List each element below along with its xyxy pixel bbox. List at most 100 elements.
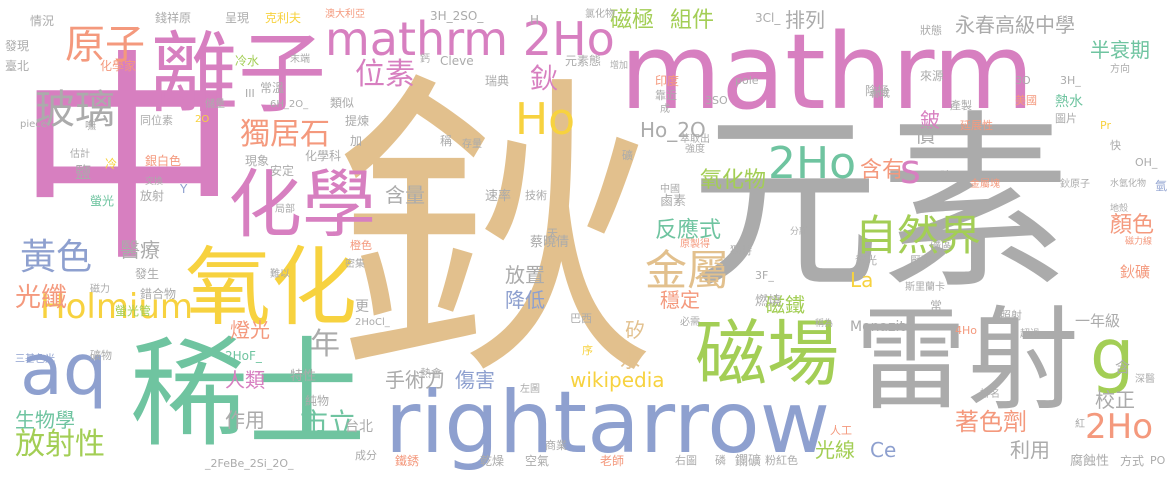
word: 半衰期 <box>1090 38 1150 62</box>
word: 6H_2O_ <box>270 99 309 110</box>
word: 產製 <box>950 99 972 112</box>
word: 稀土 <box>130 325 367 463</box>
word: 成 <box>660 104 670 115</box>
word: PO <box>1150 454 1166 467</box>
word: 傷害 <box>455 368 495 392</box>
word: 發現 <box>5 39 30 53</box>
word: 超過 <box>1020 329 1040 340</box>
word: mathrm <box>620 11 1034 133</box>
word: Holmium <box>40 287 194 327</box>
word: 地殼 <box>1110 204 1129 214</box>
word: 時 <box>940 169 951 182</box>
word: 手術刀 <box>385 368 445 392</box>
word: 2Ho <box>1085 407 1153 447</box>
word: 三基色光 <box>15 354 55 365</box>
word: 放置 <box>505 263 545 287</box>
word: 人工 <box>830 424 852 437</box>
word: 3F_ <box>755 269 774 282</box>
word: 鹵素 <box>660 194 687 209</box>
word: rightarrow <box>385 373 831 473</box>
word: 乾燥 <box>480 454 505 468</box>
word: 序 <box>582 344 593 357</box>
word: 原子 <box>65 22 145 68</box>
word: 顏色 <box>1110 213 1155 238</box>
word: H <box>530 13 540 27</box>
word: 一年級 <box>1075 312 1121 330</box>
word: 自然界 <box>855 211 982 260</box>
word: 巴西 <box>570 312 592 325</box>
word: 腐蝕性 <box>1070 454 1110 469</box>
word: 礦區 <box>930 239 952 252</box>
word: Y <box>180 182 188 196</box>
word: 利用 <box>1010 438 1050 462</box>
word: 磁極 <box>610 8 655 33</box>
word: 冷 <box>105 157 118 171</box>
word: 2HoCl_ <box>355 317 390 328</box>
word: 冷水 <box>235 54 260 68</box>
word: 矽 <box>625 318 645 342</box>
word: 含 <box>1115 358 1131 376</box>
word: 螢光 <box>90 194 115 208</box>
word: 元素 <box>690 94 1071 315</box>
word: _2FeBe_2Si_2O_ <box>205 457 294 470</box>
word: Cleve <box>440 54 474 68</box>
word: 4Ho <box>955 324 977 337</box>
word: 鑭礦 <box>735 454 762 469</box>
word: 生物學 <box>15 408 75 432</box>
word: 存量 <box>462 139 482 150</box>
word: 必需 <box>680 317 700 328</box>
word: 2HoF_ <box>225 349 262 363</box>
word: 磁力線 <box>1125 237 1153 247</box>
word: OH_ <box>1135 156 1158 169</box>
word: III <box>245 87 255 100</box>
word: 3H_ <box>1060 74 1081 87</box>
word: 醫療 <box>120 238 160 262</box>
word: 現象 <box>245 154 270 168</box>
word: 儲量 <box>205 99 225 110</box>
word: mathrm 2Ho <box>325 12 615 66</box>
word: wikipedia <box>570 368 665 392</box>
word: 獨特 <box>730 244 752 257</box>
word: 快 <box>1110 139 1121 152</box>
word: 紅 <box>1075 419 1085 430</box>
word: 著色劑 <box>955 408 1027 436</box>
word: 降低 <box>505 288 545 312</box>
word: 純物 <box>305 394 330 408</box>
word: 發光 <box>855 254 877 267</box>
word: 強度 <box>685 144 705 155</box>
word: 原製得 <box>680 239 710 250</box>
word: 鈥原子 <box>1060 179 1090 190</box>
word: 合成 <box>870 89 890 100</box>
word: 燈光 <box>230 318 270 342</box>
word: Ho_2O <box>640 118 706 142</box>
word: 末端 <box>290 54 310 65</box>
word: 天 <box>547 227 558 240</box>
word: 螢光管 <box>115 304 152 318</box>
word: 鈥 <box>335 49 655 421</box>
word: 中 <box>15 31 240 293</box>
word: 鈥礦 <box>1120 263 1151 281</box>
word: 陰極 <box>865 84 890 98</box>
word: 價 <box>915 123 935 147</box>
word: 特性 <box>290 369 317 384</box>
word: 燃燒 <box>755 294 782 309</box>
word: aq <box>20 329 108 411</box>
word: 年 <box>310 327 340 362</box>
word: 錢祥原 <box>155 11 192 25</box>
word: 磁場 <box>695 312 840 396</box>
word: 水 <box>620 348 640 372</box>
word: 化學家 <box>100 59 137 73</box>
word: 2Ho <box>768 138 856 189</box>
word: 化學 <box>228 162 376 248</box>
word: 狀態 <box>920 24 942 37</box>
word: 氯化物 <box>585 9 615 20</box>
word: 更 <box>355 299 369 315</box>
word: 來源 <box>920 69 945 83</box>
word: 左圖 <box>520 384 540 395</box>
word: 斯里蘭卡 <box>905 282 945 293</box>
word: 情況 <box>30 14 55 28</box>
word: 鈥 <box>530 62 559 95</box>
word: 作用 <box>225 408 265 432</box>
word: 磁鐵 <box>765 293 805 317</box>
